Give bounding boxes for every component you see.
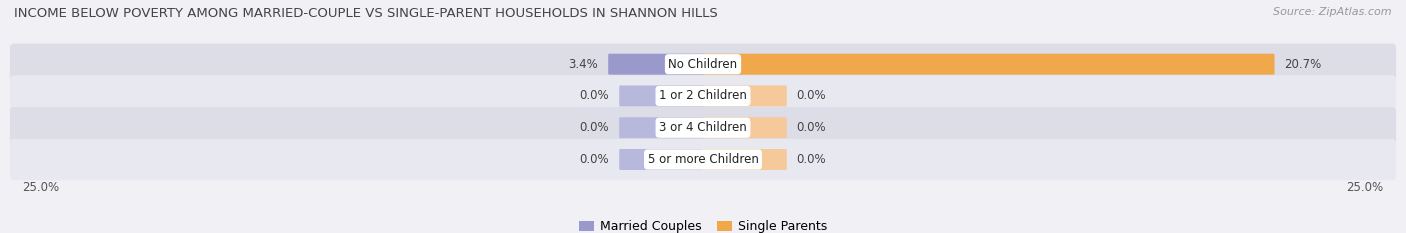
Text: 0.0%: 0.0% bbox=[579, 89, 609, 103]
FancyBboxPatch shape bbox=[10, 75, 1396, 116]
Text: Source: ZipAtlas.com: Source: ZipAtlas.com bbox=[1274, 7, 1392, 17]
Text: 0.0%: 0.0% bbox=[797, 121, 827, 134]
FancyBboxPatch shape bbox=[619, 149, 704, 170]
FancyBboxPatch shape bbox=[702, 117, 787, 138]
Text: 0.0%: 0.0% bbox=[797, 89, 827, 103]
FancyBboxPatch shape bbox=[702, 54, 1275, 75]
Text: INCOME BELOW POVERTY AMONG MARRIED-COUPLE VS SINGLE-PARENT HOUSEHOLDS IN SHANNON: INCOME BELOW POVERTY AMONG MARRIED-COUPL… bbox=[14, 7, 718, 20]
Text: 3.4%: 3.4% bbox=[568, 58, 599, 71]
Text: 0.0%: 0.0% bbox=[797, 153, 827, 166]
Text: 25.0%: 25.0% bbox=[22, 181, 59, 194]
FancyBboxPatch shape bbox=[619, 117, 704, 138]
Text: 5 or more Children: 5 or more Children bbox=[648, 153, 758, 166]
Text: 1 or 2 Children: 1 or 2 Children bbox=[659, 89, 747, 103]
Text: 20.7%: 20.7% bbox=[1285, 58, 1322, 71]
FancyBboxPatch shape bbox=[702, 86, 787, 106]
Text: 3 or 4 Children: 3 or 4 Children bbox=[659, 121, 747, 134]
FancyBboxPatch shape bbox=[619, 86, 704, 106]
FancyBboxPatch shape bbox=[702, 149, 787, 170]
Text: 0.0%: 0.0% bbox=[579, 121, 609, 134]
FancyBboxPatch shape bbox=[10, 107, 1396, 148]
FancyBboxPatch shape bbox=[609, 54, 704, 75]
Text: No Children: No Children bbox=[668, 58, 738, 71]
FancyBboxPatch shape bbox=[10, 139, 1396, 180]
Text: 0.0%: 0.0% bbox=[579, 153, 609, 166]
Legend: Married Couples, Single Parents: Married Couples, Single Parents bbox=[574, 215, 832, 233]
Text: 25.0%: 25.0% bbox=[1347, 181, 1384, 194]
FancyBboxPatch shape bbox=[10, 44, 1396, 85]
